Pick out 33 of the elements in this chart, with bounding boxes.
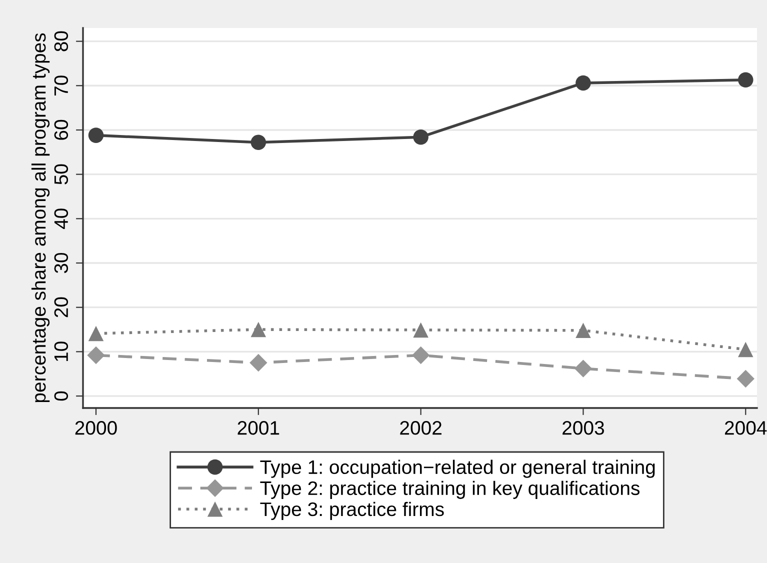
point [412,346,430,364]
point [250,134,266,150]
point [250,354,268,372]
legend-label: Type 3: practice firms [260,502,444,520]
y-tick-label: 10 [54,342,68,362]
x-tick-label: 2001 [238,421,280,435]
y-tick-label: 20 [54,297,68,318]
point [576,322,591,338]
point [87,346,105,364]
point [88,326,104,342]
legend-label: Type 2: practice training in key qualifications [260,480,640,499]
legend-label: Type 1: occupation−related or general training [260,460,655,478]
x-tick-label: 2000 [75,421,117,435]
y-tick-label: 80 [54,31,68,52]
x-tick-label: 2004 [724,421,767,435]
y-tick-label: 60 [54,120,68,140]
x-tick-label: 2002 [400,421,442,435]
point [88,128,104,143]
point [738,342,754,358]
point [413,129,428,145]
point [736,370,754,388]
point [574,360,592,378]
y-tick-label: 30 [54,252,68,274]
point [576,75,591,91]
y-axis-title: percentage share among all program types [31,33,50,402]
y-tick-label: 0 [54,391,68,401]
x-tick-label: 2003 [562,421,604,435]
y-tick-label: 40 [54,208,68,230]
point [413,322,428,338]
y-tick-label: 50 [54,164,68,184]
point [738,72,754,88]
point [250,322,266,338]
y-tick-label: 70 [54,76,68,96]
